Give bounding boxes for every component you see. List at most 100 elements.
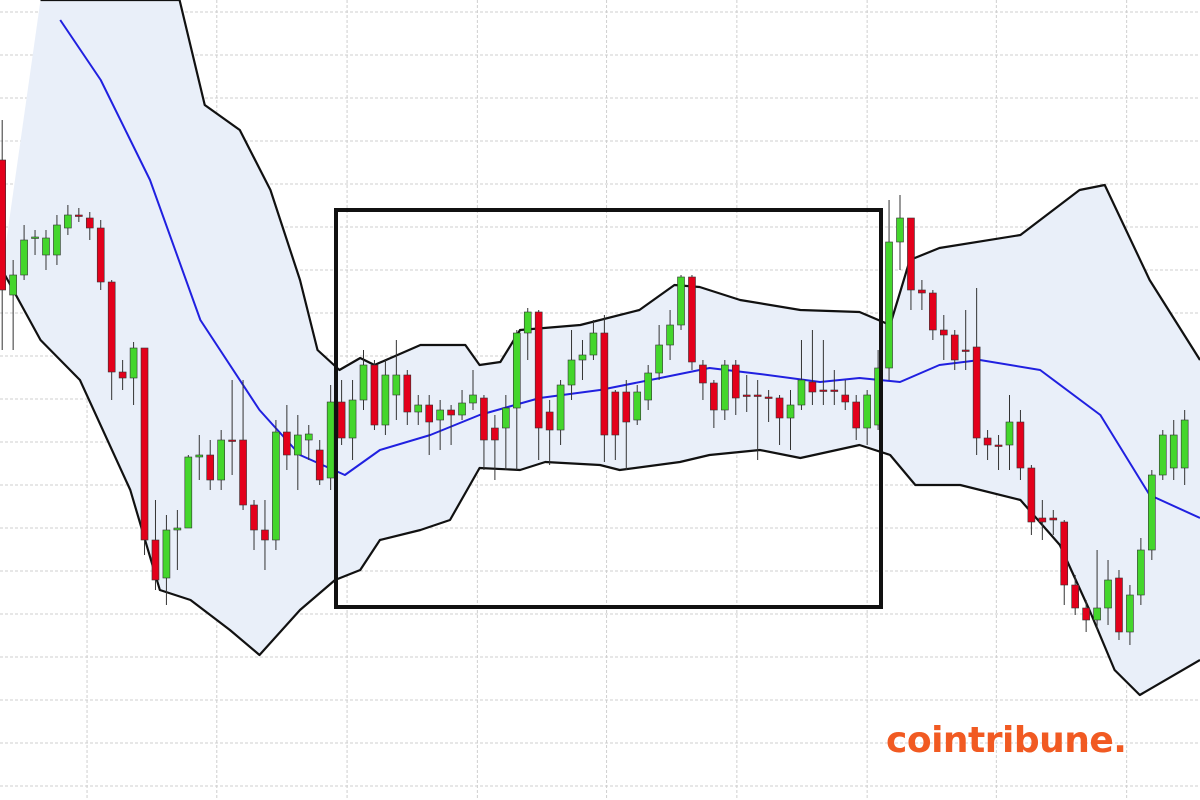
candle-body	[688, 276, 696, 363]
candle-body	[502, 407, 510, 429]
candle-body	[819, 389, 828, 392]
candle-body	[381, 374, 390, 426]
lower-band	[1, 269, 1200, 697]
candle-body	[1158, 434, 1167, 476]
candle-body	[1027, 467, 1036, 523]
candle-body	[808, 381, 817, 393]
candle-body	[699, 364, 707, 384]
candle-body	[1115, 577, 1123, 633]
candle-body	[731, 364, 740, 399]
candle-body	[797, 379, 806, 406]
candle-body	[655, 344, 663, 374]
candle-body	[261, 529, 269, 541]
candle-body	[721, 364, 729, 411]
candle-body	[1104, 579, 1112, 609]
candle-body	[896, 217, 904, 243]
candle-body	[53, 224, 61, 256]
candle-body	[1060, 521, 1069, 586]
candle-body	[939, 329, 948, 336]
candle-body	[567, 359, 576, 386]
candle-body	[206, 454, 215, 481]
candle-body	[534, 311, 543, 429]
candle-body	[20, 239, 28, 276]
candle-body	[184, 456, 193, 529]
candle-body	[710, 382, 718, 411]
candle-body	[775, 397, 784, 419]
candle-body	[250, 504, 258, 531]
candle-body	[961, 349, 970, 352]
candle-body	[315, 449, 324, 481]
candle-body	[885, 241, 893, 369]
candle-body	[589, 332, 598, 356]
candle-body	[151, 539, 160, 581]
candle-body	[31, 236, 39, 239]
candle-body	[622, 391, 631, 423]
candle-body	[830, 389, 839, 392]
candle-body	[556, 384, 565, 431]
candle-body	[392, 374, 401, 396]
candle-body	[42, 237, 50, 256]
candle-body	[1005, 421, 1014, 446]
candle-body	[370, 364, 379, 426]
candle-body	[764, 396, 773, 399]
candle-body	[64, 214, 72, 229]
candle-body	[1082, 607, 1090, 621]
candle-body	[523, 311, 532, 334]
candle-body	[403, 374, 412, 413]
candle-body	[1169, 434, 1178, 469]
candle-body	[907, 217, 915, 291]
candle-body	[239, 439, 247, 506]
candle-body	[425, 404, 433, 423]
candle-body	[337, 401, 346, 439]
candle-body	[85, 217, 94, 229]
candle-body	[348, 399, 357, 439]
watermark: cointribune.	[886, 720, 1126, 761]
candle-body	[294, 434, 302, 456]
candle-body	[1148, 474, 1156, 551]
candle-body	[1137, 549, 1145, 596]
candle-body	[852, 401, 861, 429]
candle-body	[1093, 607, 1101, 621]
candle-body	[436, 409, 444, 421]
candle-body	[9, 274, 17, 296]
candle-body	[512, 332, 521, 409]
candle-body	[841, 394, 850, 403]
candle-body	[666, 324, 674, 346]
candle-body	[228, 439, 236, 442]
candle-body	[140, 347, 149, 541]
candle-body	[611, 391, 620, 436]
candle-body	[786, 404, 795, 419]
candle-body	[753, 394, 762, 397]
candle-body	[1180, 419, 1189, 469]
candle-body	[75, 214, 83, 217]
candle-body	[994, 444, 1003, 447]
candle-body	[972, 346, 981, 439]
candle-body	[304, 433, 313, 441]
candle-body	[1049, 517, 1058, 521]
candle-body	[1126, 594, 1134, 633]
candle-body	[1071, 584, 1079, 609]
candle-body	[162, 529, 171, 579]
candle-body	[578, 354, 587, 361]
highlight-box	[334, 208, 883, 609]
candle-body	[359, 364, 368, 401]
candle-body	[0, 159, 6, 291]
candle-body	[107, 281, 116, 373]
candle-body	[96, 227, 105, 283]
candle-body	[118, 371, 127, 379]
candle-body	[742, 394, 751, 397]
candle-body	[633, 391, 642, 421]
candle-body	[173, 527, 182, 531]
candle-body	[129, 347, 138, 379]
candle-body	[283, 431, 291, 456]
candle-body	[217, 439, 225, 481]
candle-body	[918, 289, 926, 294]
candles	[0, 120, 1189, 645]
candle-body	[491, 427, 499, 441]
candle-body	[600, 332, 609, 436]
middle-band	[59, 19, 1200, 519]
candle-body	[545, 411, 554, 431]
candle-body	[950, 334, 959, 361]
